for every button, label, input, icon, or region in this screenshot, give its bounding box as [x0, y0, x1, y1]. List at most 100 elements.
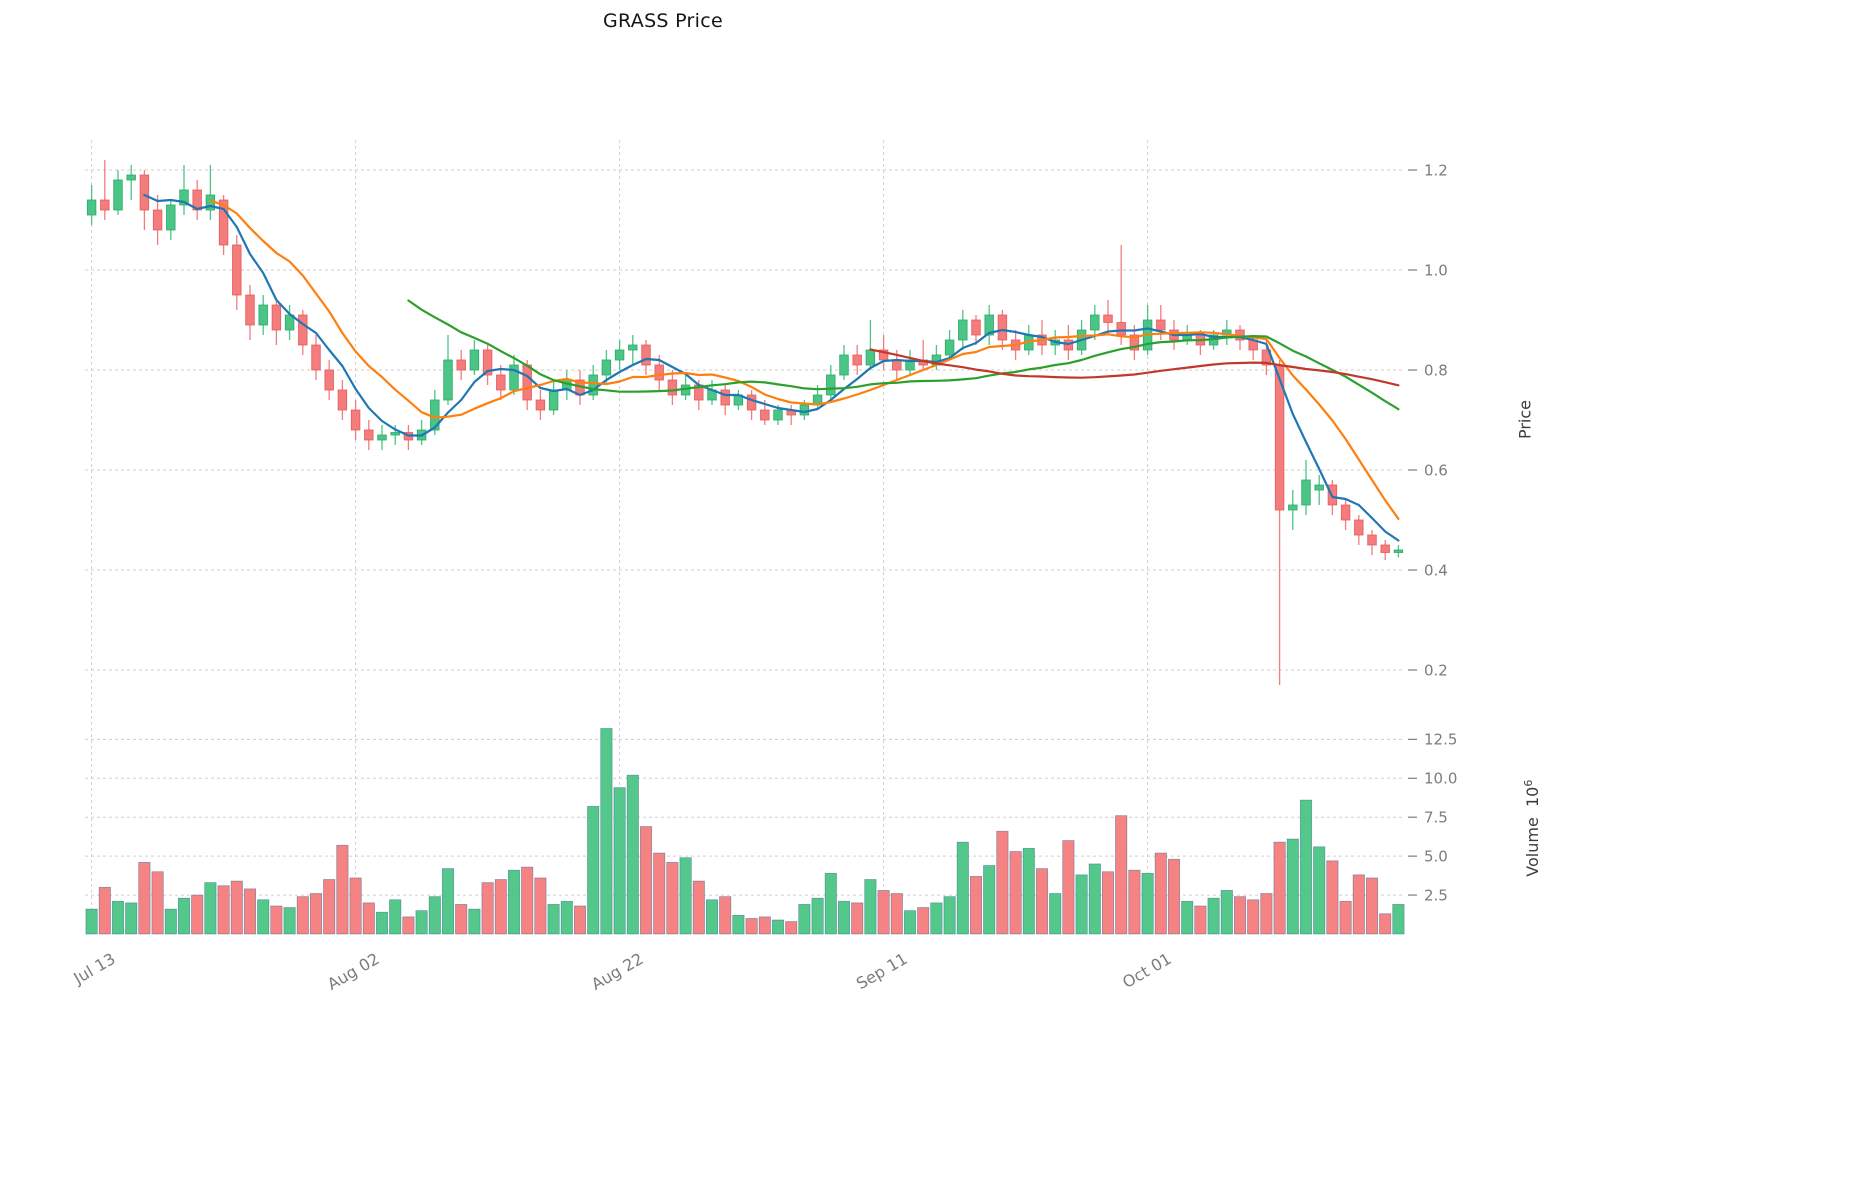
volume-bar [455, 904, 468, 935]
volume-bar [1035, 868, 1049, 935]
candle-body [179, 189, 189, 206]
candle-body [482, 349, 493, 376]
y-tick-label: 12.5 [1424, 731, 1457, 749]
grid-layer [85, 140, 1405, 934]
volume-bar [969, 876, 983, 935]
x-tick-label: Oct 01 [1119, 949, 1174, 992]
candle-body [641, 344, 651, 366]
volume-bar [85, 908, 98, 935]
volume-bar [613, 787, 626, 935]
candle-body [100, 199, 110, 211]
volume-bar [1141, 872, 1154, 935]
x-tick-label: Aug 02 [324, 949, 383, 994]
y-tick-label: 5.0 [1424, 847, 1448, 865]
volume-bar [653, 852, 666, 935]
candle-body [311, 344, 321, 371]
volume-bar [824, 872, 837, 935]
volume-bar [1167, 858, 1181, 935]
volume-bar [851, 902, 864, 935]
volume-bar [1009, 851, 1022, 935]
volume-bar [1233, 896, 1247, 935]
volume-bar [587, 805, 600, 935]
y-tick-label: 0.2 [1424, 661, 1448, 679]
candle-body [443, 359, 453, 401]
volume-bar [1075, 874, 1088, 935]
volume-bar [309, 893, 323, 935]
volume-bar [877, 890, 890, 935]
volume-bar [1022, 848, 1035, 935]
volume-bar [666, 862, 679, 935]
volume-axis-label: Volume 106 [1522, 753, 1542, 903]
ma-slow-line [407, 299, 1400, 411]
volume-bar [243, 888, 257, 935]
candle-body [350, 409, 361, 431]
candle-body [1367, 534, 1377, 546]
volume-bar [428, 896, 441, 935]
x-tick-label: Jul 13 [69, 949, 118, 988]
volume-bar [890, 893, 903, 935]
volume-bar [1247, 899, 1260, 935]
volume-bar [1299, 799, 1313, 935]
candle-body [1090, 314, 1100, 331]
y-tick-label: 0.4 [1424, 561, 1448, 579]
candle-body [1340, 504, 1351, 521]
volume-bar [1220, 890, 1233, 935]
volume-bar [481, 882, 494, 935]
volume-bar [1339, 900, 1352, 935]
candle-body [152, 209, 163, 231]
candle-body [628, 344, 638, 351]
volume-bar [758, 916, 771, 935]
candle-body [456, 359, 466, 371]
candle-body [232, 244, 242, 296]
volume-bar [1352, 874, 1365, 935]
candle-body [667, 379, 678, 396]
candle-layer [86, 160, 1404, 685]
candle-body [390, 432, 400, 436]
volume-bar [679, 857, 692, 935]
y-tick-label: 10.0 [1424, 770, 1457, 788]
candle-body [126, 174, 136, 181]
volume-bar [560, 900, 573, 935]
candle-body [865, 349, 876, 366]
moving-average-layer [143, 193, 1400, 542]
ma-long-line [869, 348, 1400, 387]
candle-body [509, 364, 519, 391]
volume-bar [389, 899, 402, 935]
candle-body [720, 389, 730, 406]
y-tick-label: 7.5 [1424, 808, 1448, 826]
volume-bar [1181, 900, 1194, 935]
candle-body [654, 364, 664, 381]
candle-body [1156, 319, 1166, 331]
volume-bar [349, 877, 362, 935]
y-tick-label: 2.5 [1424, 886, 1448, 904]
candle-body [86, 199, 97, 216]
volume-bar [1115, 815, 1128, 935]
volume-layer [85, 728, 1405, 935]
volume-bar [468, 908, 481, 935]
volume-bar [903, 910, 917, 935]
volume-bar [732, 914, 745, 935]
volume-bar [1313, 846, 1326, 935]
candle-body [139, 174, 150, 211]
volume-bar [996, 830, 1009, 935]
volume-bar [138, 862, 151, 935]
volume-bar [785, 921, 798, 935]
candle-body [944, 339, 955, 356]
axis-layer: 0.2 0.4 0.6 0.8 1.0 1.2 2.5 5.0 7.5 10.0 12.5 [1408, 161, 1457, 904]
price-axis-label-text: Price [1515, 399, 1535, 440]
volume-bar [956, 841, 969, 935]
candle-body [548, 389, 559, 411]
candle-body [971, 319, 981, 336]
candle-body [324, 369, 334, 391]
volume-bar [217, 885, 230, 935]
candle-body [958, 319, 968, 341]
volume-bar [191, 894, 204, 935]
volume-bar [534, 877, 547, 935]
y-tick-label: 0.6 [1424, 461, 1448, 479]
candle-body [1354, 519, 1364, 536]
price-axis-label: Price [1516, 370, 1535, 470]
volume-bar [296, 896, 309, 935]
volume-bar [1365, 877, 1379, 935]
